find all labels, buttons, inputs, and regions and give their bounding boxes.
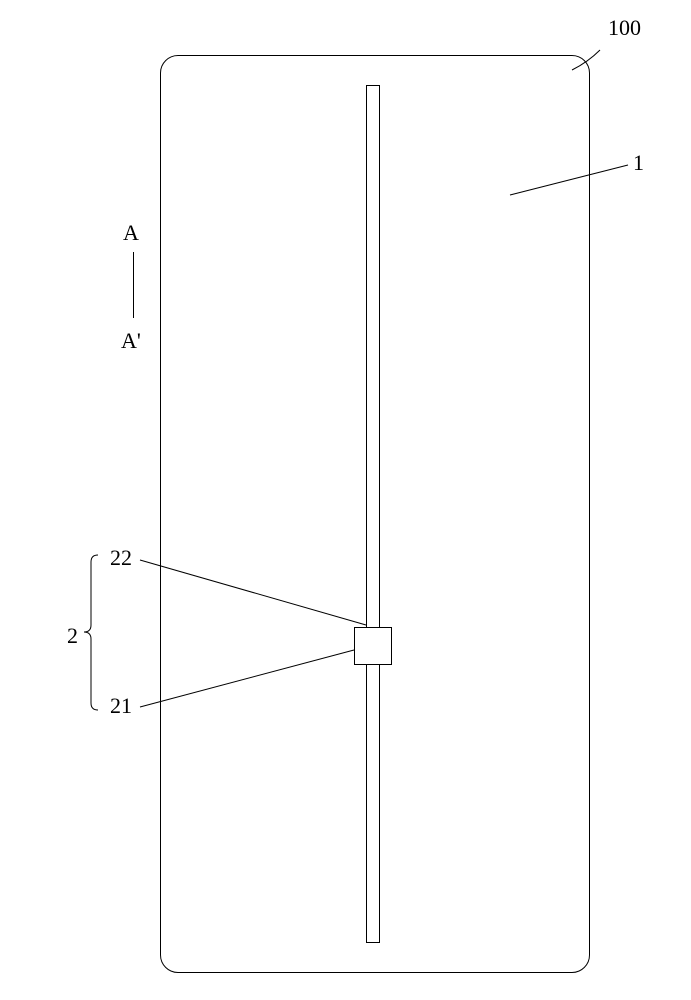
diagram-container: 100 1 22 21 2 A A': [0, 0, 691, 1000]
label-2: 2: [67, 623, 78, 649]
label-100: 100: [608, 15, 641, 41]
small-box: [354, 627, 392, 665]
vertical-bar: [366, 85, 380, 943]
label-21: 21: [110, 693, 132, 719]
curly-brace: [84, 555, 98, 710]
section-line-A-Ap: [133, 252, 134, 318]
label-22: 22: [110, 545, 132, 571]
label-A-prime: A': [121, 328, 141, 354]
label-1: 1: [633, 150, 644, 176]
label-A: A: [123, 220, 139, 246]
